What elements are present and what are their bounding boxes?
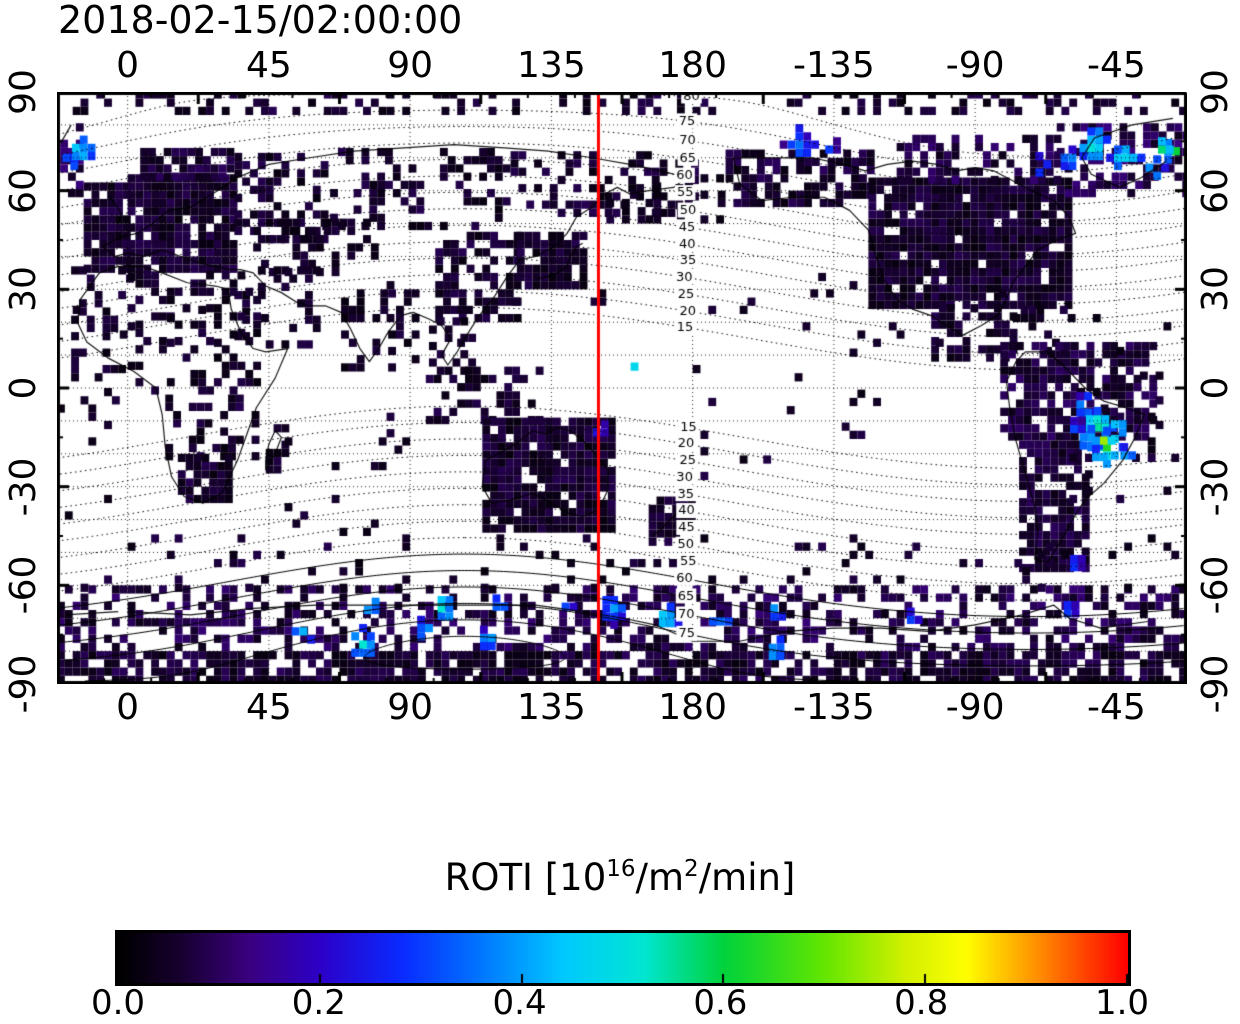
- lat-tick-label-right: -60: [1195, 555, 1236, 615]
- lat-tick-label-right: -90: [1195, 654, 1236, 714]
- lon-tick-label-top: 0: [116, 45, 140, 86]
- colorbar-canvas: [115, 930, 1131, 986]
- colorbar-tick-label: 0.0: [90, 983, 146, 1023]
- lat-tick-label-left: 60: [3, 167, 44, 214]
- lon-tick-label-bottom: 0: [116, 687, 140, 728]
- lat-tick-label-right: -30: [1195, 457, 1236, 517]
- lon-tick-label-top: -90: [945, 45, 1005, 86]
- lat-tick-label-right: 0: [1195, 376, 1236, 400]
- colorbar-title-mid: /m: [635, 856, 685, 899]
- lon-tick-label-bottom: 45: [245, 687, 292, 728]
- lon-tick-label-top: -135: [793, 45, 875, 86]
- lon-tick-label-bottom: 180: [658, 687, 727, 728]
- lon-tick-label-top: 180: [658, 45, 727, 86]
- lat-tick-label-left: -60: [3, 555, 44, 615]
- lon-tick-label-bottom: -45: [1086, 687, 1146, 728]
- lat-tick-label-left: 90: [3, 69, 44, 115]
- colorbar-title-suffix: /min]: [698, 856, 796, 899]
- lat-tick-label-left: 30: [3, 266, 44, 313]
- lat-tick-label-right: 90: [1195, 69, 1236, 115]
- lon-tick-label-bottom: -90: [945, 687, 1005, 728]
- lat-tick-label-left: 0: [3, 376, 44, 400]
- lon-tick-label-top: 45: [245, 45, 292, 86]
- timestamp-title: 2018-02-15/02:00:00: [58, 0, 463, 42]
- lat-tick-label-left: -30: [3, 457, 44, 517]
- colorbar-tick-label: 0.8: [894, 983, 949, 1023]
- colorbar-tick-label: 0.4: [492, 983, 547, 1023]
- colorbar-tick-label: 0.6: [693, 983, 748, 1023]
- lat-tick-label-right: 30: [1195, 266, 1236, 313]
- lon-tick-label-bottom: 90: [387, 687, 434, 728]
- colorbar-title-exp2: 2: [684, 856, 699, 882]
- map-canvas: [57, 92, 1187, 684]
- colorbar-title-prefix: ROTI [10: [444, 856, 607, 899]
- lon-tick-label-bottom: 135: [517, 687, 586, 728]
- colorbar-title: ROTI [1016/m2/min]: [115, 856, 1125, 899]
- lon-tick-label-bottom: -135: [793, 687, 875, 728]
- colorbar-tick-label: 0.2: [291, 983, 346, 1023]
- colorbar-title-exp16: 16: [606, 856, 636, 882]
- colorbar-tick-label: 1.0: [1094, 983, 1150, 1023]
- lon-tick-label-top: 135: [517, 45, 586, 86]
- lat-tick-label-right: 60: [1195, 167, 1236, 214]
- lon-tick-label-top: 90: [387, 45, 434, 86]
- lat-tick-label-left: -90: [3, 654, 44, 714]
- lon-tick-label-top: -45: [1086, 45, 1146, 86]
